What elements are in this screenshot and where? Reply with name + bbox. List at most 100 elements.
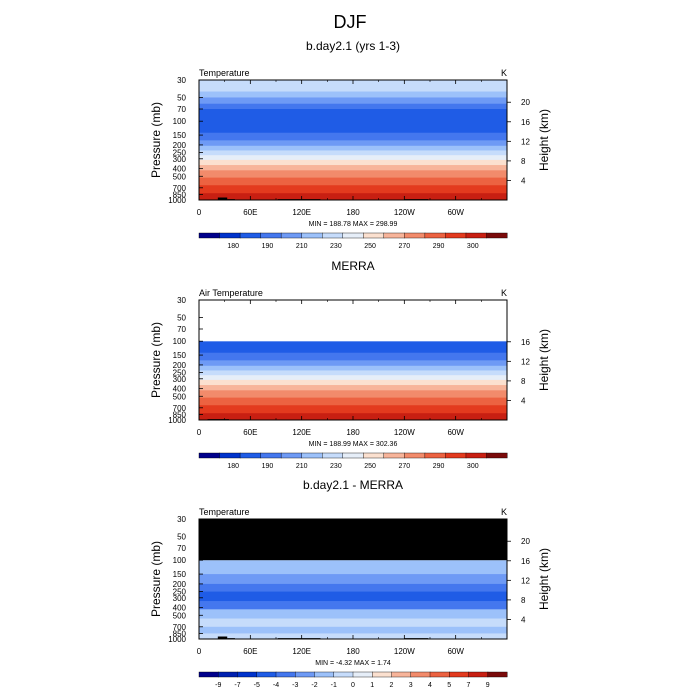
- panel-title: b.day2.1 (yrs 1-3): [306, 39, 400, 53]
- y-tick-label: 30: [177, 76, 186, 85]
- x-tick-label: 60E: [243, 208, 257, 217]
- y2-tick-label: 4: [521, 396, 526, 405]
- y-tick-label: 250: [173, 149, 187, 158]
- contour-band: [199, 80, 507, 92]
- colorbar-swatch: [342, 452, 364, 459]
- colorbar-swatch: [256, 671, 277, 678]
- colorbar-tick-label: 290: [433, 463, 445, 470]
- colorbar-swatch: [445, 452, 467, 459]
- y2-tick-label: 16: [521, 118, 530, 127]
- y-tick-label: 850: [173, 410, 187, 419]
- contour-band: [199, 341, 507, 354]
- colorbar-swatch: [424, 232, 446, 239]
- colorbar-tick-label: -4: [273, 682, 279, 689]
- y-tick-label: 850: [173, 629, 187, 638]
- panel-title: b.day2.1 - MERRA: [303, 478, 403, 492]
- colorbar-tick-label: 290: [433, 243, 445, 250]
- contour-band: [199, 397, 507, 406]
- colorbar-swatch: [391, 671, 412, 678]
- colorbar-swatch: [314, 671, 335, 678]
- colorbar-swatch: [322, 232, 344, 239]
- colorbar-tick-label: 250: [364, 463, 376, 470]
- x-tick-label: 120E: [292, 208, 311, 217]
- colorbar-tick-label: -2: [311, 682, 317, 689]
- panel-unit-label: K: [501, 507, 507, 517]
- y2-axis-title: Height (km): [537, 109, 551, 171]
- contour-band: [199, 145, 507, 151]
- x-tick-label: 60W: [447, 647, 464, 656]
- contour-band: [199, 352, 507, 361]
- contour-band: [199, 150, 507, 156]
- y-tick-label: 200: [173, 580, 187, 589]
- colorbar-tick-label: -3: [292, 682, 298, 689]
- contour-band: [199, 108, 507, 134]
- colorbar-swatch: [237, 671, 258, 678]
- colorbar-swatch: [275, 671, 296, 678]
- panel-1: b.day2.1 (yrs 1-3) Temperature K 30 50 70 100 1…: [149, 39, 551, 250]
- stats-label: MIN = 188.78 MAX = 298.99: [309, 221, 398, 228]
- y-tick-label: 50: [177, 313, 186, 322]
- y2-tick-label: 12: [521, 137, 530, 146]
- y-tick-label: 500: [173, 611, 187, 620]
- colorbar-swatch: [363, 452, 385, 459]
- y-axis-title: Pressure (mb): [149, 541, 163, 617]
- colorbar-tick-label: 4: [428, 682, 432, 689]
- contour-band: [199, 583, 507, 592]
- y-tick-label: 70: [177, 544, 186, 553]
- x-tick-label: 60E: [243, 428, 257, 437]
- y-tick-label: 400: [173, 385, 187, 394]
- stats-label: MIN = -4.32 MAX = 1.74: [315, 660, 391, 667]
- y-tick-label: 1000: [168, 416, 186, 425]
- contour-band: [199, 560, 507, 575]
- colorbar-swatch: [280, 452, 303, 459]
- colorbar-swatch: [198, 232, 221, 239]
- panel-variable-label: Temperature: [199, 68, 250, 78]
- colorbar-swatch: [280, 232, 303, 239]
- x-tick-label: 180: [346, 208, 360, 217]
- y-tick-label: 30: [177, 296, 186, 305]
- contour-band: [199, 140, 507, 147]
- colorbar-tick-label: 0: [351, 682, 355, 689]
- panel-unit-label: K: [501, 68, 507, 78]
- y-tick-label: 70: [177, 105, 186, 114]
- y-tick-label: 200: [173, 141, 187, 150]
- y-tick-label: 700: [173, 404, 187, 413]
- y2-tick-label: 8: [521, 157, 526, 166]
- colorbar-tick-label: 7: [467, 682, 471, 689]
- y2-axis-title: Height (km): [537, 548, 551, 610]
- colorbar-swatch: [410, 671, 431, 678]
- contour-band: [199, 97, 507, 105]
- colorbar-tick-label: 1: [370, 682, 374, 689]
- colorbar-swatch: [404, 452, 426, 459]
- colorbar-tick-label: 210: [296, 463, 308, 470]
- contour-band: [199, 155, 507, 161]
- y-tick-label: 1000: [168, 635, 186, 644]
- colorbar-swatch: [219, 452, 241, 459]
- x-tick-label: 120W: [394, 647, 415, 656]
- y-axis-title: Pressure (mb): [149, 322, 163, 398]
- colorbar-tick-label: 270: [398, 243, 410, 250]
- colorbar-tick-label: -7: [234, 682, 240, 689]
- colorbar-tick-label: -9: [215, 682, 221, 689]
- y-tick-label: 700: [173, 184, 187, 193]
- colorbar-swatch: [219, 232, 241, 239]
- contour-band: [199, 574, 507, 585]
- colorbar-tick-label: 270: [398, 463, 410, 470]
- terrain: [217, 197, 228, 200]
- colorbar-tick-label: 180: [227, 463, 239, 470]
- y-tick-label: 300: [173, 594, 187, 603]
- colorbar-swatch: [465, 452, 487, 459]
- y2-tick-label: 8: [521, 596, 526, 605]
- contour-band: [199, 370, 507, 376]
- x-tick-label: 180: [346, 647, 360, 656]
- y-tick-label: 1000: [168, 196, 186, 205]
- colorbar-swatch: [383, 452, 405, 459]
- colorbar-swatch: [198, 452, 221, 459]
- y-tick-label: 400: [173, 165, 187, 174]
- y-axis-title: Pressure (mb): [149, 102, 163, 178]
- x-tick-label: 120E: [292, 647, 311, 656]
- y-tick-label: 200: [173, 361, 187, 370]
